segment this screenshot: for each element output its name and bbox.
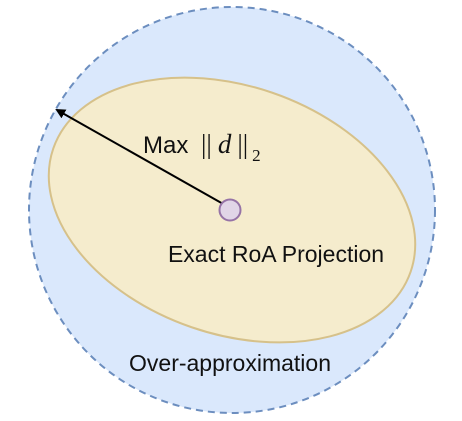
norm-variable: d	[218, 129, 232, 159]
over-approximation-label: Over-approximation	[129, 350, 331, 376]
norm-subscript: 2	[252, 146, 261, 165]
exact-roa-label: Exact RoA Projection	[168, 241, 384, 267]
norm-bars-left: ||	[201, 129, 212, 159]
norm-bars-right: ||	[237, 129, 248, 159]
center-point	[218, 198, 242, 222]
max-norm-label: Max || d || 2	[143, 129, 261, 165]
max-word: Max	[143, 132, 188, 159]
max-distance-arrow	[55, 109, 226, 206]
